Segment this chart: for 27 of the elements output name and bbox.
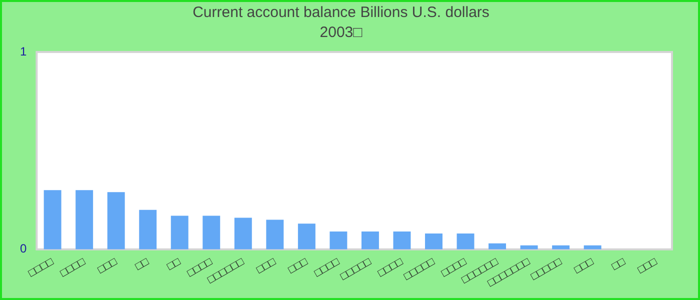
- x-tick-label: □□: [165, 256, 183, 273]
- bar: [456, 234, 474, 250]
- x-tick-label: □□□: [572, 256, 596, 276]
- bar: [76, 190, 94, 250]
- x-tick-label: □□□: [636, 256, 660, 276]
- bar: [202, 216, 220, 250]
- bar: [425, 234, 442, 250]
- x-tick-label: □□: [610, 256, 628, 273]
- bar: [107, 192, 125, 250]
- bar: [170, 216, 188, 250]
- bar: [44, 190, 62, 250]
- bar: [330, 232, 348, 250]
- bar: [234, 218, 252, 250]
- y-tick-label: 0: [20, 242, 27, 256]
- bar: [393, 232, 411, 250]
- x-tick-label: □□□: [254, 256, 278, 276]
- bar: [361, 232, 379, 250]
- chart-subtitle: 2003□: [320, 24, 364, 42]
- x-tick-label: □□: [133, 256, 152, 273]
- bar: [298, 224, 316, 250]
- bar: [139, 210, 157, 250]
- bar: [488, 243, 506, 250]
- bar: [266, 220, 284, 250]
- x-tick-label: □□□: [96, 256, 120, 276]
- y-tick-label: 1: [20, 44, 27, 58]
- x-tick-label: □□□: [286, 256, 310, 276]
- chart-title: Current account balance Billions U.S. dollars: [192, 4, 490, 22]
